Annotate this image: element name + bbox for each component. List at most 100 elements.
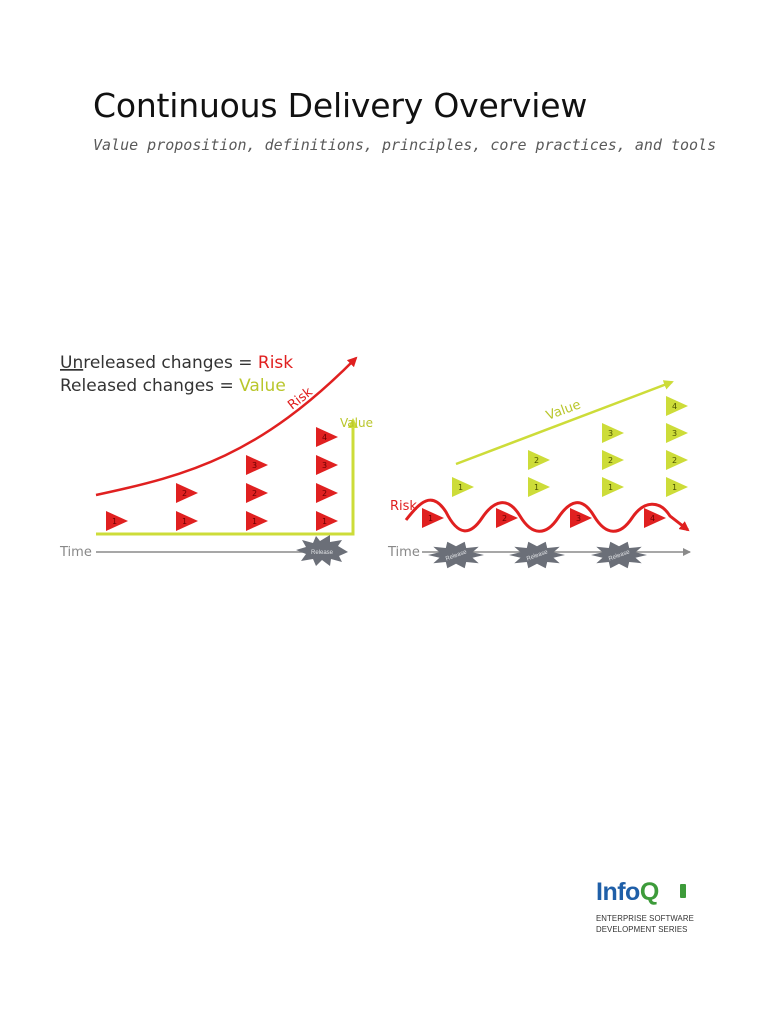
left-change-marker-c3-1: 1: [246, 511, 268, 531]
left-change-marker-c4-1-shape: [316, 511, 338, 531]
right-release-burst-2-shape: [509, 541, 565, 569]
right-value-marker-c2-1-label: 1: [534, 483, 539, 492]
left-change-marker-c2-1-label: 1: [182, 517, 187, 526]
left-change-marker-c2-2: 2: [176, 483, 198, 503]
legend-line2-text: Released changes =: [60, 376, 239, 396]
right-risk-label: Risk: [390, 499, 417, 514]
left-release-shape: [296, 535, 348, 566]
left-change-marker-c3-1-shape: [246, 511, 268, 531]
left-change-marker-c2-1: 1: [176, 511, 198, 531]
right-release-bursts: Release Release Release: [428, 541, 647, 569]
left-change-marker-c4-3-shape: [316, 455, 338, 475]
legend-released: Released changes = Value: [60, 376, 286, 396]
left-change-marker-c1-1: 1: [106, 511, 128, 531]
right-risk-markers: 1 2 3 4: [422, 508, 666, 528]
left-change-marker-c3-3-shape: [246, 455, 268, 475]
right-value-marker-c4-1-shape: [666, 477, 688, 497]
right-value-marker-c3-2-shape: [602, 450, 624, 470]
legend-risk-word: Risk: [258, 353, 293, 373]
right-risk-marker-1: 1: [422, 508, 444, 528]
right-risk-marker-3-shape: [570, 508, 592, 528]
right-value-marker-c3-1: 1: [602, 477, 624, 497]
right-release-burst-2: Release: [509, 541, 565, 569]
right-risk-marker-3: 3: [570, 508, 592, 528]
left-change-marker-c2-1-shape: [176, 511, 198, 531]
left-value-label: Value: [340, 416, 373, 430]
right-value-trend: [455, 380, 674, 466]
right-value-label: Value: [544, 397, 583, 423]
right-value-marker-c3-1-label: 1: [608, 483, 613, 492]
left-panel: Time Value Risk Release 1 1 2 1 2 3 1 2 3 4: [59, 356, 373, 566]
right-value-marker-c4-1: 1: [666, 477, 688, 497]
left-change-marker-c3-3: 3: [246, 455, 268, 475]
risk-vs-value-illustration: Unreleased changes = Risk Released chang…: [59, 353, 691, 569]
right-value-marker-c4-1-label: 1: [672, 483, 677, 492]
left-change-marker-c4-1: 1: [316, 511, 338, 531]
right-value-marker-c4-3-label: 3: [672, 429, 677, 438]
left-time-label: Time: [59, 545, 92, 560]
right-release-burst-1: Release: [428, 541, 484, 569]
right-value-marker-c1-1-shape: [452, 477, 474, 497]
right-value-marker-c3-3-label: 3: [608, 429, 613, 438]
logo-tagline-line1: ENTERPRISE SOFTWARE: [596, 913, 694, 923]
right-value-marker-c4-3: 3: [666, 423, 688, 443]
left-change-markers: 1 1 2 1 2 3 1 2 3 4: [106, 427, 338, 531]
right-risk-marker-3-label: 3: [576, 514, 581, 523]
right-value-marker-c4-3-shape: [666, 423, 688, 443]
right-value-marker-c3-1-shape: [602, 477, 624, 497]
legend-line1-text: released changes =: [83, 353, 258, 373]
right-release-burst-1-shape: [428, 541, 484, 569]
right-value-marker-c4-4-label: 4: [672, 402, 677, 411]
left-change-marker-c3-2: 2: [246, 483, 268, 503]
left-change-marker-c4-1-label: 1: [322, 517, 327, 526]
right-value-marker-c4-4-shape: [666, 396, 688, 416]
right-value-marker-c3-2-label: 2: [608, 456, 613, 465]
right-value-marker-c2-1-shape: [528, 477, 550, 497]
left-change-marker-c4-3-label: 3: [322, 461, 327, 470]
left-change-marker-c4-4: 4: [316, 427, 338, 447]
left-change-marker-c4-2: 2: [316, 483, 338, 503]
left-change-marker-c4-2-label: 2: [322, 489, 327, 498]
left-change-marker-c4-4-shape: [316, 427, 338, 447]
right-value-marker-c2-2: 2: [528, 450, 550, 470]
right-release-burst-3-shape: [591, 541, 647, 569]
legend-value-word: Value: [239, 376, 286, 396]
left-release-burst: Release: [296, 535, 348, 566]
right-value-marker-c4-2-label: 2: [672, 456, 677, 465]
right-risk-marker-4-shape: [644, 508, 666, 528]
right-value-marker-c1-1: 1: [452, 477, 474, 497]
logo-wordmark: InfoQ: [596, 880, 659, 905]
right-risk-wave: [404, 498, 690, 533]
left-risk-curve: [95, 356, 358, 497]
right-risk-marker-2: 2: [496, 508, 518, 528]
logo-word-info: Info: [596, 878, 640, 906]
left-release-text: Release: [311, 550, 334, 556]
infoq-logo: InfoQ ENTERPRISE SOFTWARE DEVELOPMENT SE…: [596, 880, 706, 940]
left-change-marker-c3-2-shape: [246, 483, 268, 503]
right-release-burst-3: Release: [591, 541, 647, 569]
right-risk-marker-2-shape: [496, 508, 518, 528]
right-value-marker-c4-2-shape: [666, 450, 688, 470]
left-value-axis: [96, 418, 358, 536]
document-subtitle: Value proposition, definitions, principl…: [93, 136, 717, 154]
right-value-marker-c2-1: 1: [528, 477, 550, 497]
right-risk-marker-4: 4: [644, 508, 666, 528]
right-value-marker-c3-3-shape: [602, 423, 624, 443]
left-change-marker-c1-1-shape: [106, 511, 128, 531]
legend: Unreleased changes = Risk Released chang…: [60, 353, 293, 396]
right-value-marker-c4-4: 4: [666, 396, 688, 416]
right-value-marker-c3-3: 3: [602, 423, 624, 443]
left-change-marker-c3-1-label: 1: [252, 517, 257, 526]
right-risk-marker-2-label: 2: [502, 514, 507, 523]
left-change-marker-c4-4-label: 4: [322, 433, 327, 442]
right-risk-marker-1-label: 1: [428, 514, 433, 523]
logo-word-q: Q: [639, 878, 659, 906]
logo-dot-com-tab: [680, 884, 686, 898]
left-change-marker-c3-3-label: 3: [252, 461, 257, 470]
left-change-marker-c1-1-label: 1: [112, 517, 117, 526]
left-change-marker-c4-2-shape: [316, 483, 338, 503]
right-value-marker-c3-2: 2: [602, 450, 624, 470]
right-risk-marker-1-shape: [422, 508, 444, 528]
right-risk-marker-4-label: 4: [650, 514, 655, 523]
left-change-marker-c2-2-shape: [176, 483, 198, 503]
